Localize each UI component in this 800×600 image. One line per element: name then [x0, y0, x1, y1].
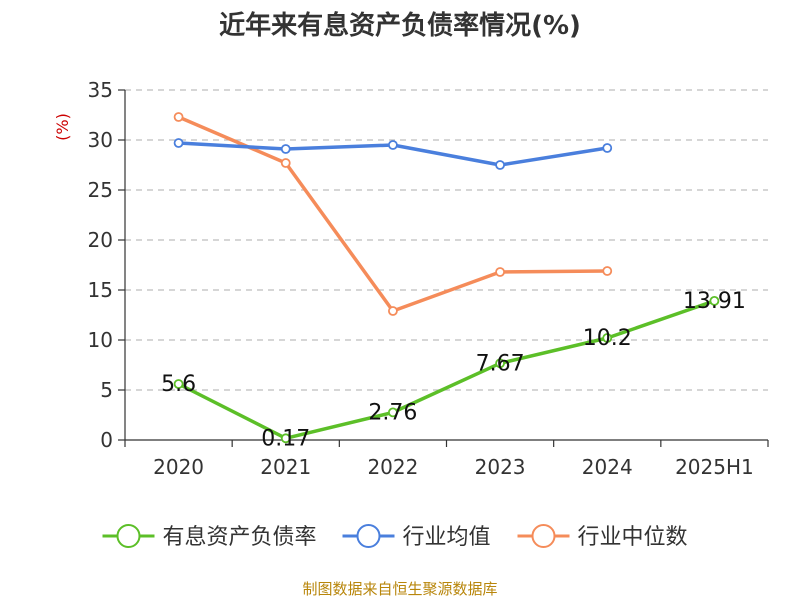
data-label: 2.76 — [368, 400, 417, 425]
legend-swatch-marker — [531, 524, 556, 548]
x-tick-label: 2022 — [367, 455, 418, 479]
data-point — [709, 295, 720, 306]
data-label: 13.91 — [683, 289, 746, 314]
legend-item: 行业均值 — [342, 524, 491, 550]
y-tick-label: 25 — [88, 178, 113, 202]
data-label: 0.17 — [261, 426, 310, 451]
data-point — [602, 143, 613, 153]
data-point — [173, 138, 184, 148]
data-point — [280, 144, 291, 154]
data-label: 7.67 — [476, 351, 525, 376]
legend-label: 行业中位数 — [578, 525, 688, 550]
y-tick-label: 15 — [88, 278, 113, 302]
data-point — [280, 158, 291, 168]
series-0 — [173, 295, 720, 444]
y-axis-label: (%) — [53, 113, 72, 141]
series — [173, 112, 720, 444]
data-labels: 5.6 0.17 2.76 7.67 10.2 13.91 — [161, 289, 746, 451]
y-tick-label: 30 — [88, 128, 113, 152]
data-point — [388, 407, 398, 418]
data-point — [173, 379, 184, 389]
x-tick-label: 2023 — [475, 455, 526, 479]
data-point — [495, 358, 505, 369]
y-tick-label: 10 — [88, 328, 113, 352]
legend-swatch-marker — [116, 524, 141, 548]
data-label: 5.6 — [161, 372, 196, 397]
data-point — [280, 433, 291, 444]
legend-label: 有息资产负债率 — [163, 525, 317, 550]
x-tick-label: 2021 — [260, 455, 311, 479]
data-point — [495, 267, 505, 277]
series-line — [177, 299, 715, 441]
y-tick-label: 5 — [100, 378, 113, 402]
legend-item: 行业中位数 — [517, 524, 688, 550]
data-point — [388, 140, 398, 150]
data-label: 10.2 — [583, 326, 632, 351]
data-point — [602, 266, 613, 276]
series-1 — [173, 138, 613, 170]
data-point — [495, 160, 505, 170]
axes: 0 5 10 15 20 25 30 35 2020 2021 2022 2023 2024 2025H1 — [88, 78, 769, 479]
legend-item: 有息资产负债率 — [102, 524, 317, 550]
legend-label: 行业均值 — [403, 525, 491, 550]
x-tick-label: 2020 — [153, 455, 204, 479]
chart-title: 近年来有息资产负债率情况(%) — [219, 10, 581, 41]
source-note: 制图数据来自恒生聚源数据库 — [302, 580, 497, 598]
y-tick-label: 20 — [88, 228, 113, 252]
x-tick-label: 2024 — [582, 455, 633, 479]
data-point — [173, 112, 184, 122]
y-tick-label: 0 — [100, 428, 113, 452]
data-point — [388, 306, 398, 316]
y-tick-label: 35 — [88, 78, 113, 102]
data-point — [602, 333, 613, 343]
legend-swatch-marker — [356, 524, 381, 548]
x-tick-label: 2025H1 — [675, 455, 754, 479]
legend: 有息资产负债率 行业均值 行业中位数 — [102, 524, 688, 550]
